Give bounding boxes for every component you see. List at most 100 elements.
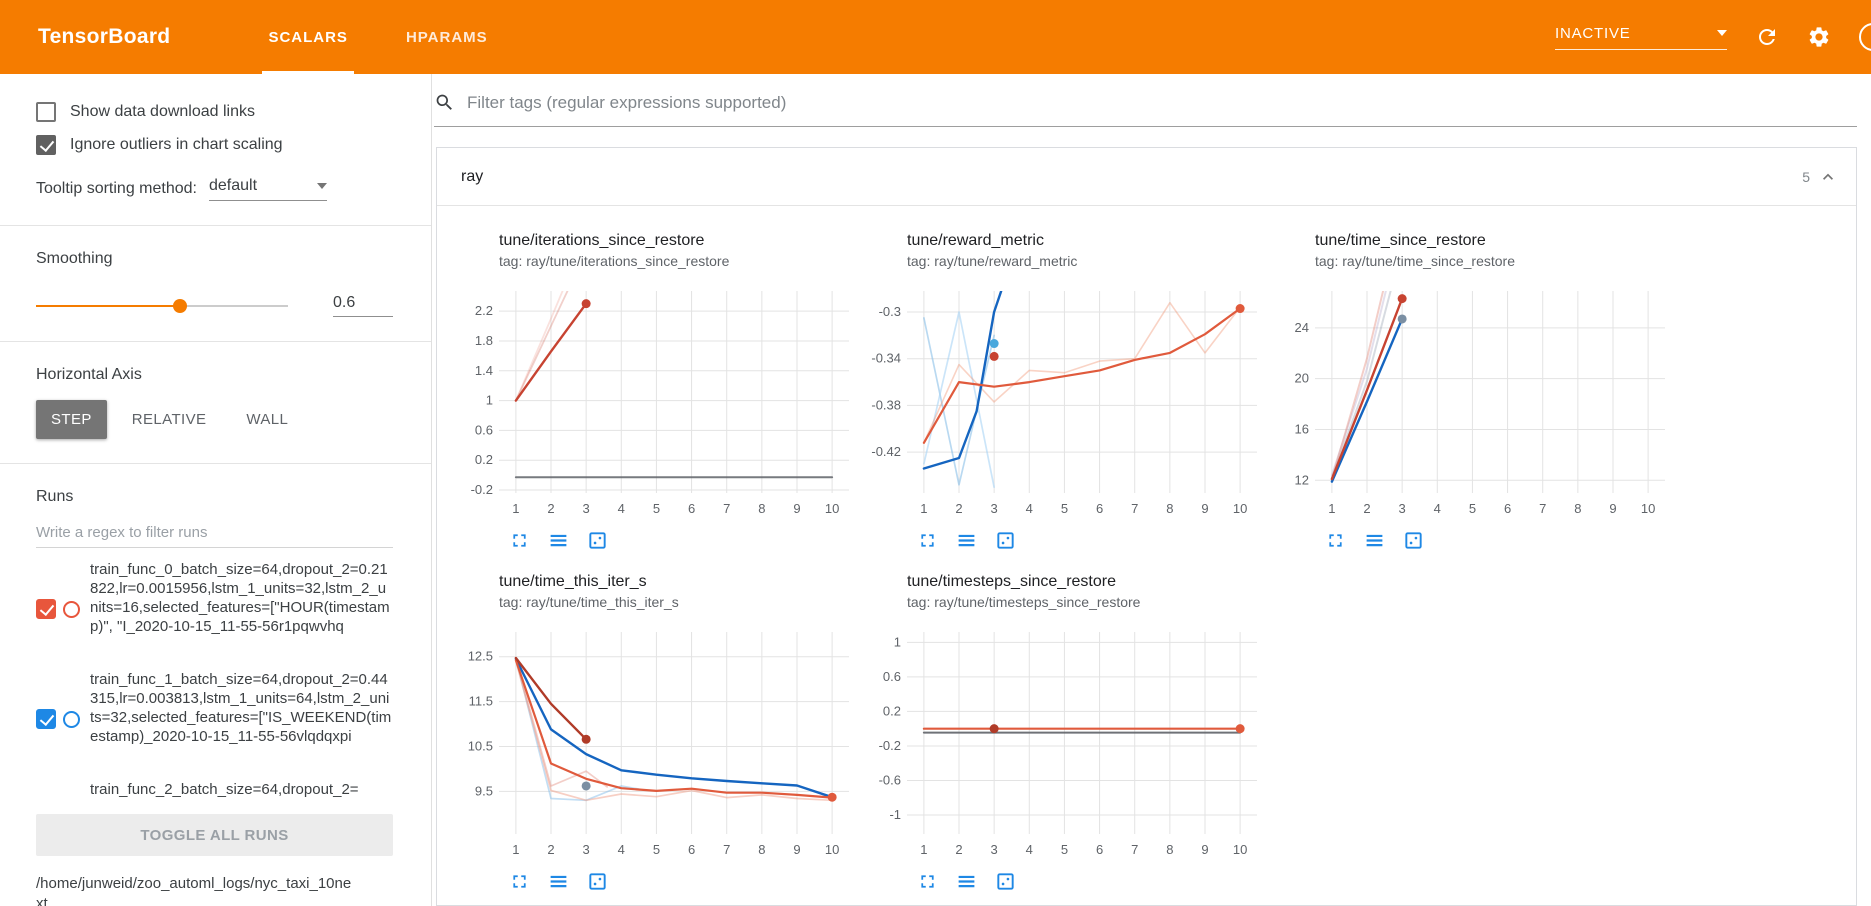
chart-tag-subtitle: tag: ray/tune/reward_metric [907, 253, 1078, 269]
chart-actions [917, 530, 1273, 551]
svg-text:2.2: 2.2 [475, 303, 493, 318]
toggle-all-runs-button[interactable]: TOGGLE ALL RUNS [36, 814, 393, 856]
svg-text:0.6: 0.6 [883, 669, 901, 684]
svg-text:5: 5 [1061, 501, 1068, 516]
slider-thumb[interactable] [172, 298, 187, 313]
fit-domain-icon[interactable] [995, 871, 1016, 892]
chevron-up-icon[interactable] [1818, 167, 1838, 187]
chart-actions [917, 871, 1273, 892]
ignore-outliers-checkbox[interactable] [36, 135, 56, 155]
svg-text:-0.2: -0.2 [879, 738, 901, 753]
run-list-item: train_func_2_batch_size=64,dropout_2= [36, 780, 393, 804]
tooltip-sort-value: default [208, 177, 258, 194]
run-selector-icon[interactable] [956, 530, 977, 551]
svg-text:0.2: 0.2 [883, 703, 901, 718]
run-selector-icon[interactable] [548, 871, 569, 892]
tag-group-name: ray [461, 167, 484, 185]
show-download-links-checkbox[interactable] [36, 102, 56, 122]
svg-text:1.4: 1.4 [475, 363, 493, 378]
svg-text:-0.34: -0.34 [871, 351, 901, 366]
svg-text:-1: -1 [889, 807, 901, 822]
tag-group-header[interactable]: ray 5 [437, 148, 1856, 206]
fit-domain-icon[interactable] [587, 871, 608, 892]
svg-text:-0.3: -0.3 [879, 304, 901, 319]
run-selector-icon[interactable] [548, 530, 569, 551]
scalar-chart-plot[interactable]: 9.5 10.5 11.5 12.5 1 2 3 4 5 6 7 8 9 10 [457, 622, 861, 862]
tab-hparams[interactable]: HPARAMS [405, 28, 488, 46]
smoothing-label: Smoothing [36, 250, 113, 267]
runs-list: train_func_0_batch_size=64,dropout_2=0.2… [36, 560, 393, 804]
svg-text:8: 8 [758, 842, 765, 857]
svg-text:5: 5 [653, 501, 660, 516]
chart-tag-subtitle: tag: ray/tune/time_since_restore [1315, 253, 1515, 269]
log-directory-path: /home/junweid/zoo_automl_logs/nyc_taxi_1… [36, 875, 352, 906]
show-download-links-label: Show data download links [70, 103, 256, 120]
divider [0, 463, 431, 464]
svg-text:12: 12 [1295, 472, 1309, 487]
svg-text:-0.42: -0.42 [871, 444, 901, 459]
svg-text:1.8: 1.8 [475, 333, 493, 348]
axis-step-button[interactable]: STEP [36, 400, 107, 439]
smoothing-value-field[interactable]: 0.6 [333, 294, 393, 317]
run-list-item: train_func_1_batch_size=64,dropout_2=0.4… [36, 670, 393, 768]
svg-text:12.5: 12.5 [468, 649, 493, 664]
svg-text:1: 1 [1328, 501, 1335, 516]
chart-actions [1325, 530, 1681, 551]
svg-text:7: 7 [1131, 501, 1138, 516]
charts-grid: tune/iterations_since_restore tag: ray/tu… [437, 206, 1856, 892]
tooltip-sort-dropdown[interactable]: default [208, 177, 327, 201]
svg-text:4: 4 [618, 842, 625, 857]
expand-chart-icon[interactable] [509, 871, 530, 892]
search-icon [436, 94, 452, 110]
axis-wall-button[interactable]: WALL [246, 411, 289, 428]
data-status-dropdown[interactable]: INACTIVE [1555, 25, 1727, 50]
app-header: TensorBoard SCALARS HPARAMS INACTIVE [0, 0, 1871, 74]
run-visibility-checkbox[interactable] [36, 709, 56, 729]
svg-text:6: 6 [688, 501, 695, 516]
svg-text:8: 8 [1166, 501, 1173, 516]
run-visibility-checkbox[interactable] [36, 599, 56, 619]
settings-sidebar: Show data download links Ignore outliers… [0, 74, 432, 906]
tab-scalars[interactable]: SCALARS [262, 0, 354, 74]
run-name: train_func_2_batch_size=64,dropout_2= [90, 781, 359, 798]
svg-text:8: 8 [1574, 501, 1581, 516]
settings-gear-icon[interactable] [1807, 25, 1831, 49]
refresh-icon[interactable] [1755, 25, 1779, 49]
divider [0, 225, 431, 226]
divider [0, 341, 431, 342]
svg-text:8: 8 [1166, 842, 1173, 857]
svg-text:-0.2: -0.2 [471, 482, 493, 497]
help-icon[interactable] [1859, 23, 1871, 51]
svg-text:2: 2 [1363, 501, 1370, 516]
tag-filter-input[interactable] [467, 92, 1857, 113]
svg-text:0.6: 0.6 [475, 422, 493, 437]
scalar-chart-plot[interactable]: -0.2 0.2 0.6 1 1.4 1.8 2.2 1 2 3 4 5 6 7 8 9 10 [457, 281, 861, 521]
chart-title: tune/iterations_since_restore [499, 232, 705, 249]
run-list-item: train_func_0_batch_size=64,dropout_2=0.2… [36, 560, 393, 658]
chart-title: tune/time_since_restore [1315, 232, 1486, 249]
svg-text:3: 3 [583, 842, 590, 857]
smoothing-slider[interactable] [36, 298, 288, 314]
expand-chart-icon[interactable] [917, 871, 938, 892]
expand-chart-icon[interactable] [1325, 530, 1346, 551]
run-solo-radio[interactable] [63, 600, 80, 618]
axis-relative-button[interactable]: RELATIVE [131, 411, 207, 428]
fit-domain-icon[interactable] [587, 530, 608, 551]
expand-chart-icon[interactable] [509, 530, 530, 551]
svg-text:7: 7 [723, 842, 730, 857]
scalar-chart-plot[interactable]: -1 -0.6 -0.2 0.2 0.6 1 1 2 3 4 5 6 7 8 9 10 [865, 622, 1269, 862]
fit-domain-icon[interactable] [1403, 530, 1424, 551]
expand-chart-icon[interactable] [917, 530, 938, 551]
chart-tag-subtitle: tag: ray/tune/time_this_iter_s [499, 594, 679, 610]
svg-text:10: 10 [1233, 501, 1247, 516]
fit-domain-icon[interactable] [995, 530, 1016, 551]
run-solo-radio[interactable] [63, 710, 80, 728]
run-selector-icon[interactable] [956, 871, 977, 892]
tag-group-card: ray 5 tune/iterations_since_restore tag: … [436, 147, 1857, 906]
scalar-chart-plot[interactable]: -0.42 -0.38 -0.34 -0.3 1 2 3 4 5 6 7 8 9 10 [865, 281, 1269, 521]
svg-text:2: 2 [955, 842, 962, 857]
svg-text:7: 7 [723, 501, 730, 516]
run-selector-icon[interactable] [1364, 530, 1385, 551]
runs-filter-input[interactable] [36, 518, 393, 548]
